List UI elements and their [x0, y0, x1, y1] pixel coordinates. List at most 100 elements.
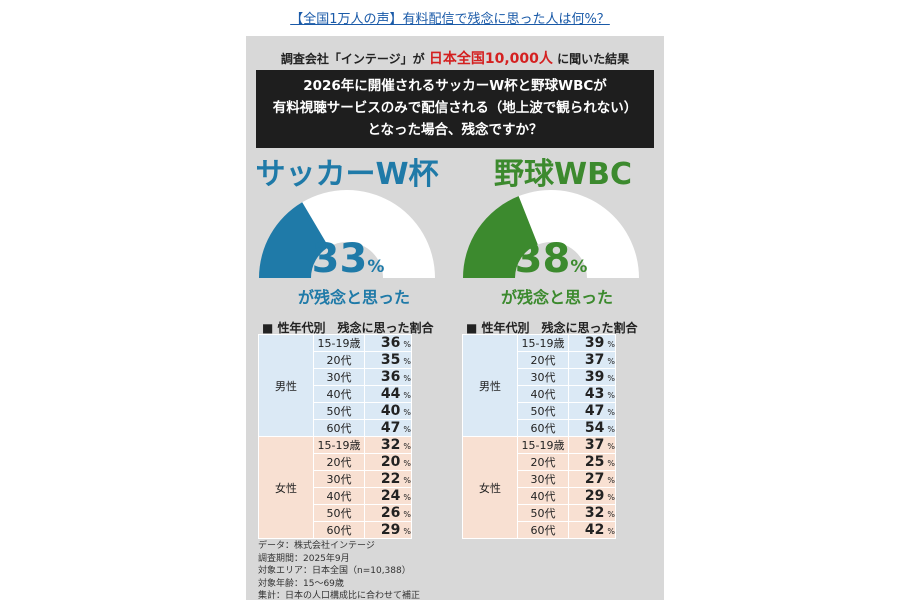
- age-label: 50代: [313, 402, 365, 420]
- rate-value: 40: [380, 403, 401, 419]
- rate-unit: %: [607, 493, 615, 502]
- age-label: 60代: [313, 521, 365, 539]
- age-label: 20代: [517, 453, 569, 471]
- gender-group-label: 女性: [462, 436, 518, 539]
- rate-unit: %: [403, 340, 411, 349]
- baseball-gauge-remainder: [518, 190, 639, 278]
- rate-value: 39: [584, 369, 605, 385]
- age-label: 40代: [517, 487, 569, 505]
- rate-unit: %: [607, 391, 615, 400]
- age-label: 30代: [517, 368, 569, 386]
- rate-value: 29: [584, 488, 605, 504]
- rate-value: 35: [380, 352, 401, 368]
- rate-cell: 47%: [568, 402, 616, 420]
- baseball-gauge: [463, 190, 639, 278]
- age-label: 20代: [517, 351, 569, 369]
- rate-value: 47: [584, 403, 605, 419]
- table-row: 40代 43%: [463, 385, 616, 403]
- rate-value: 32: [584, 505, 605, 521]
- rate-cell: 27%: [568, 470, 616, 488]
- question-line: 有料視聴サービスのみで配信される（地上波で観られない）: [272, 100, 638, 116]
- rate-value: 27: [584, 471, 605, 487]
- rate-value: 25: [584, 454, 605, 470]
- gender-group-label: 男性: [462, 334, 518, 437]
- age-label: 20代: [313, 453, 365, 471]
- age-label: 30代: [313, 368, 365, 386]
- rate-value: 39: [584, 335, 605, 351]
- rate-cell: 36%: [364, 334, 412, 352]
- question-line: となった場合、残念ですか？: [367, 122, 543, 138]
- table-row: 50代 26%: [259, 504, 412, 522]
- note-line: 調査期間：2025年9月: [258, 553, 350, 564]
- rate-unit: %: [607, 510, 615, 519]
- baseball-caption: が残念と思った: [500, 288, 613, 307]
- rate-cell: 54%: [568, 419, 616, 437]
- rate-cell: 42%: [568, 521, 616, 539]
- rate-unit: %: [403, 510, 411, 519]
- age-label: 60代: [313, 419, 365, 437]
- table-row: 60代 42%: [463, 521, 616, 539]
- age-label: 20代: [313, 351, 365, 369]
- question-line: 2026年に開催されるサッカーW杯と野球WBCが: [303, 78, 607, 94]
- soccer-percent-value: 33: [311, 236, 368, 282]
- rate-cell: 29%: [568, 487, 616, 505]
- gender-group-label: 女性: [258, 436, 314, 539]
- rate-unit: %: [403, 374, 411, 383]
- rate-unit: %: [403, 357, 411, 366]
- rate-unit: %: [403, 408, 411, 417]
- rate-cell: 40%: [364, 402, 412, 420]
- note-line: 対象エリア：日本全国（n=10,388）: [258, 566, 411, 576]
- soccer-table-title: ■ 性年代別 残念に思った割合: [262, 321, 434, 335]
- age-label: 60代: [517, 419, 569, 437]
- soccer-gauge: [259, 190, 435, 278]
- rate-cell: 29%: [364, 521, 412, 539]
- headline-link[interactable]: 【全国1万人の声】有料配信で残念に思った人は何%？: [290, 12, 610, 27]
- rate-unit: %: [607, 374, 615, 383]
- rate-unit: %: [607, 425, 615, 434]
- soccer-percent: 33%: [288, 236, 408, 282]
- rate-cell: 32%: [568, 504, 616, 522]
- baseball-percent: 38%: [491, 236, 611, 282]
- soccer-gauge-remainder: [302, 190, 435, 278]
- rate-unit: %: [607, 340, 615, 349]
- age-label: 15-19歳: [313, 436, 365, 454]
- table-row: 20代 25%: [463, 453, 616, 471]
- age-label: 15-19歳: [313, 334, 365, 352]
- table-row: 30代 39%: [463, 368, 616, 386]
- baseball-title: 野球WBC: [494, 157, 632, 192]
- baseball-table-title: ■ 性年代別 残念に思った割合: [466, 321, 638, 335]
- rate-value: 43: [584, 386, 605, 402]
- baseball-percent-value: 38: [514, 236, 571, 282]
- age-label: 15-19歳: [517, 436, 569, 454]
- rate-unit: %: [607, 442, 615, 451]
- rate-unit: %: [607, 408, 615, 417]
- age-label: 60代: [517, 521, 569, 539]
- table-row: 40代 29%: [463, 487, 616, 505]
- soccer-caption: が残念と思った: [297, 288, 410, 307]
- rate-value: 42: [584, 522, 605, 538]
- rate-cell: 22%: [364, 470, 412, 488]
- baseball-gauge-fill: [463, 196, 538, 278]
- rate-value: 24: [380, 488, 401, 504]
- age-label: 50代: [313, 504, 365, 522]
- note-line: 集計：日本の人口構成比に合わせて補正: [258, 591, 421, 601]
- rate-value: 37: [584, 352, 605, 368]
- survey-header: 調査会社「インテージ」が 日本全国10,000人 に聞いた結果: [246, 48, 664, 68]
- rate-cell: 32%: [364, 436, 412, 454]
- rate-unit: %: [607, 459, 615, 468]
- rate-unit: %: [403, 425, 411, 434]
- table-row: 男性 15-19歳 39%: [462, 334, 616, 437]
- table-row: 50代 40%: [259, 402, 412, 420]
- rate-value: 44: [380, 386, 401, 402]
- note-line: データ：株式会社インテージ: [258, 541, 375, 551]
- rate-value: 47: [380, 420, 401, 436]
- table-row: 60代 29%: [259, 521, 412, 539]
- rate-value: 22: [380, 471, 401, 487]
- rate-cell: 47%: [364, 419, 412, 437]
- table-row: 40代 24%: [259, 487, 412, 505]
- rate-value: 54: [584, 420, 605, 436]
- rate-cell: 37%: [568, 351, 616, 369]
- age-label: 30代: [313, 470, 365, 488]
- table-row: 40代 44%: [259, 385, 412, 403]
- rate-cell: 36%: [364, 368, 412, 386]
